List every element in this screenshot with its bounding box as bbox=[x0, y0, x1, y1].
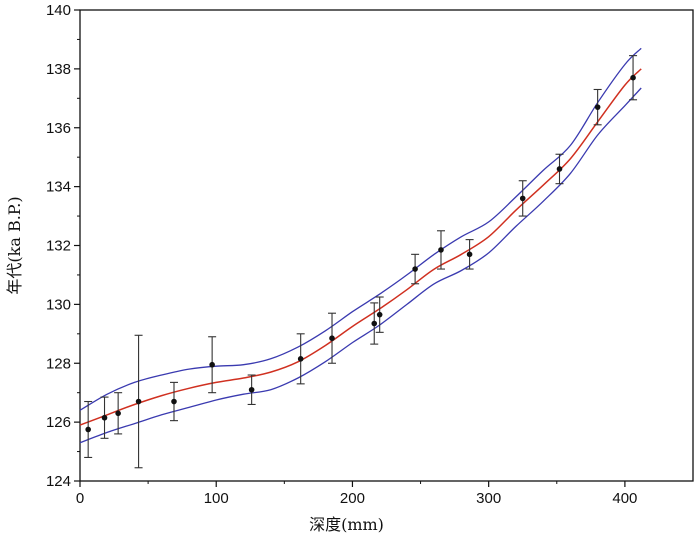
data-point bbox=[115, 410, 121, 417]
x-tick-label: 100 bbox=[204, 490, 229, 507]
x-axis-title: 深度(mm) bbox=[309, 515, 384, 534]
data-point bbox=[630, 74, 636, 81]
data-point bbox=[519, 195, 526, 202]
data-point bbox=[209, 361, 215, 368]
x-tick-label: 300 bbox=[476, 490, 501, 507]
y-tick-label: 138 bbox=[46, 61, 71, 78]
upper-bound-line bbox=[79, 47, 642, 411]
data-point bbox=[297, 356, 304, 362]
data-point bbox=[556, 166, 563, 172]
lower-bound-line bbox=[79, 87, 642, 444]
data-point bbox=[171, 398, 177, 405]
data-point bbox=[594, 104, 601, 110]
data-point bbox=[376, 311, 383, 318]
data-point bbox=[371, 320, 378, 327]
y-tick-label: 140 bbox=[46, 2, 71, 19]
data-point bbox=[135, 398, 142, 405]
fit-curves bbox=[79, 47, 642, 444]
fit-line bbox=[79, 68, 642, 426]
data-point bbox=[248, 386, 255, 393]
data-point bbox=[466, 251, 473, 258]
y-tick-label: 128 bbox=[46, 355, 71, 372]
plot-border bbox=[79, 9, 694, 482]
data-point bbox=[438, 247, 444, 253]
data-point bbox=[329, 335, 335, 342]
y-tick-label: 132 bbox=[46, 238, 71, 255]
error-bars bbox=[84, 55, 638, 469]
data-point bbox=[101, 414, 108, 421]
y-tick-label: 134 bbox=[46, 179, 71, 196]
y-tick-label: 136 bbox=[46, 120, 71, 137]
y-tick-label: 126 bbox=[46, 414, 71, 431]
y-tick-label: 124 bbox=[46, 473, 71, 490]
plot-frame bbox=[79, 9, 694, 482]
data-point bbox=[85, 426, 91, 433]
data-point bbox=[412, 266, 418, 272]
y-axis-ticks: 124 126 128 130 132 134 136 138 140 bbox=[46, 2, 80, 490]
x-tick-label: 400 bbox=[612, 490, 637, 507]
x-axis-ticks: 0 100 200 300 400 bbox=[76, 481, 637, 507]
y-tick-label: 130 bbox=[46, 296, 71, 313]
data-points bbox=[85, 74, 636, 433]
x-tick-label: 0 bbox=[76, 490, 84, 507]
x-tick-label: 200 bbox=[340, 490, 365, 507]
y-axis-title: 年代(ka B.P.) bbox=[5, 196, 24, 294]
